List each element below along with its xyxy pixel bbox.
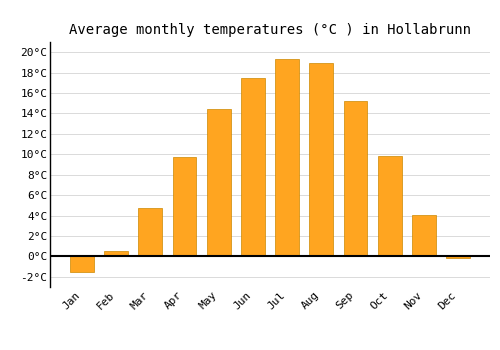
Bar [172, 158, 197, 256]
Bar [344, 101, 367, 256]
Bar [138, 208, 162, 256]
Bar [104, 251, 128, 256]
Bar [378, 156, 402, 256]
Title: Average monthly temperatures (°C ) in Hollabrunn: Average monthly temperatures (°C ) in Ho… [69, 23, 471, 37]
Bar [70, 256, 94, 272]
Bar [207, 109, 231, 256]
Bar [310, 63, 333, 256]
Bar [241, 78, 265, 256]
Bar [275, 60, 299, 256]
Bar [412, 215, 436, 256]
Bar [446, 256, 470, 258]
